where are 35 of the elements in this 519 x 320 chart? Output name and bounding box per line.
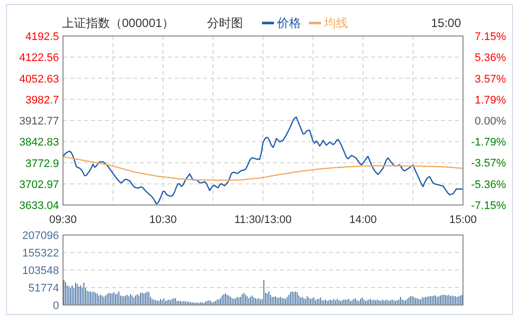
line-series — [62, 156, 464, 181]
x-tick-label: 09:30 — [49, 214, 77, 226]
y-tick-label: 0 — [52, 300, 59, 312]
x-tick-label: 10:30 — [149, 214, 177, 226]
y-tick-label: 103548 — [22, 265, 59, 277]
chart-subtitle: 分时图 — [207, 16, 243, 30]
y-tick-label: 51774 — [28, 282, 59, 294]
y2-tick-label: 5.36% — [474, 52, 506, 64]
chart-title: 上证指数（000001） — [62, 16, 174, 30]
legend-label: 均线 — [323, 16, 348, 30]
x-tick-label: 14:00 — [349, 214, 377, 226]
y2-tick-label: -5.36% — [471, 178, 506, 191]
x-tick-label: 11:30/13:00 — [234, 214, 292, 226]
y2-tick-label: 7.15% — [474, 31, 506, 43]
y2-tick-label: 0.00% — [474, 116, 506, 128]
y-tick-label: 3982.7 — [25, 94, 59, 106]
y-tick-label: 3702.97 — [19, 178, 59, 191]
y-tick-label: 4192.5 — [25, 31, 59, 43]
y2-tick-label: 1.79% — [474, 94, 506, 106]
y-tick-label: 3912.77 — [19, 116, 59, 128]
y2-tick-label: -7.15% — [471, 200, 506, 212]
y-tick-label: 3842.83 — [19, 136, 59, 149]
y-tick-label: 3772.9 — [25, 158, 59, 170]
y2-tick-label: 3.57% — [474, 73, 506, 86]
text: 15:00 — [430, 16, 462, 30]
legend-label: 价格 — [276, 16, 301, 30]
y-tick-label: 155322 — [22, 248, 59, 260]
y-tick-label: 3633.04 — [19, 200, 59, 212]
y-tick-label: 207096 — [22, 230, 59, 242]
y-tick-label: 4052.63 — [19, 73, 59, 86]
y2-tick-label: -1.79% — [471, 136, 506, 149]
line-series — [62, 116, 464, 204]
y-tick-label: 4122.56 — [19, 52, 59, 64]
y2-tick-label: -3.57% — [471, 158, 506, 170]
x-tick-label: 15:00 — [449, 214, 477, 226]
